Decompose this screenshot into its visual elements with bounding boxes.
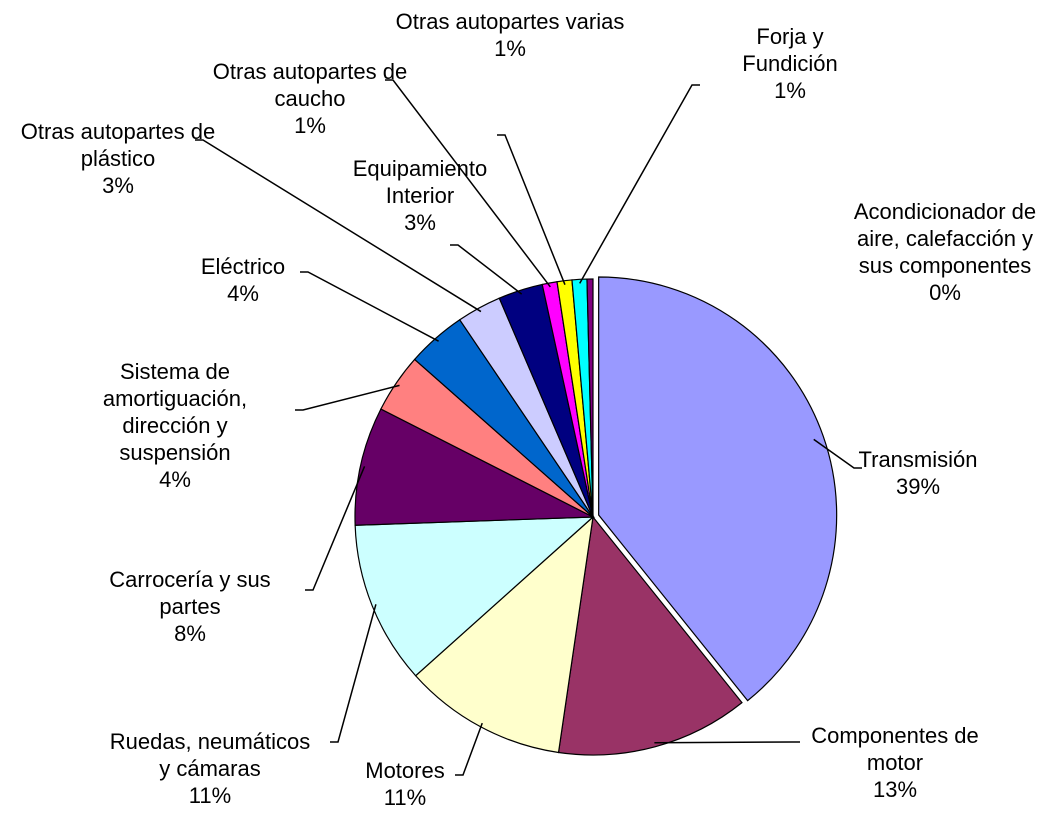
category-name: Motores — [365, 758, 445, 783]
category-name: Carrocería y sus partes — [109, 567, 271, 619]
leader-line — [330, 604, 377, 743]
category-name: Forja y Fundición — [742, 24, 838, 76]
percent-label: 11% — [383, 785, 427, 810]
leader-line — [195, 139, 482, 313]
percent-label: 1% — [494, 36, 526, 61]
slice-label: Componentes de motor 13% — [795, 722, 995, 803]
percent-label: 39% — [895, 474, 941, 499]
percent-label: 4% — [159, 467, 191, 492]
slice-label: Otras autopartes varias 1% — [390, 8, 630, 62]
category-name: Otras autopartes varias — [395, 9, 625, 34]
leader-line — [579, 84, 700, 284]
percent-label: 8% — [174, 621, 206, 646]
category-name: Transmisión — [858, 447, 978, 472]
leader-line — [813, 438, 862, 469]
percent-label: 4% — [227, 281, 259, 306]
category-name: Eléctrico — [200, 254, 286, 279]
slice-label: Equipamiento Interior 3% — [330, 155, 510, 236]
percent-label: 13% — [872, 777, 918, 802]
category-name: Acondicionador de aire, calefacción y su… — [853, 199, 1037, 278]
pie-slice — [586, 278, 594, 518]
leader-line — [300, 271, 439, 342]
slice-label: Motores 11% — [345, 757, 465, 811]
leader-line — [295, 384, 400, 411]
slice-label: Ruedas, neumáticos y cámaras 11% — [105, 728, 315, 809]
leader-line — [450, 244, 523, 295]
percent-label: 0% — [929, 280, 961, 305]
leader-line — [654, 741, 800, 744]
slice-label: Otras autopartes de caucho 1% — [190, 58, 430, 139]
percent-label: 1% — [774, 78, 806, 103]
slice-label: Forja y Fundición 1% — [725, 23, 855, 104]
category-name: Otras autopartes de caucho — [212, 59, 408, 111]
category-name: Sistema de amortiguación, dirección y su… — [102, 359, 248, 465]
slice-label: Eléctrico 4% — [178, 253, 308, 307]
slice-label: Otras autopartes de plástico 3% — [8, 118, 228, 199]
slice-label: Sistema de amortiguación, dirección y su… — [80, 358, 270, 493]
category-name: Componentes de motor — [811, 723, 979, 775]
category-name: Ruedas, neumáticos y cámaras — [109, 729, 311, 781]
slice-label: Acondicionador de aire, calefacción y su… — [845, 198, 1045, 306]
percent-label: 1% — [294, 113, 326, 138]
percent-label: 3% — [102, 173, 134, 198]
category-name: Otras autopartes de plástico — [20, 119, 216, 171]
leader-line — [305, 466, 366, 591]
pie-slice — [354, 516, 595, 677]
leader-line — [385, 79, 551, 288]
percent-label: 3% — [404, 210, 436, 235]
slice-label: Carrocería y sus partes 8% — [80, 566, 300, 647]
leader-line — [455, 722, 483, 776]
pie-slice — [557, 515, 743, 756]
percent-label: 11% — [188, 783, 232, 808]
pie-slice — [598, 276, 838, 702]
pie-slice — [354, 408, 596, 526]
leader-line — [497, 134, 566, 285]
slice-label: Transmisión 39% — [848, 446, 988, 500]
category-name: Equipamiento Interior — [352, 156, 488, 208]
